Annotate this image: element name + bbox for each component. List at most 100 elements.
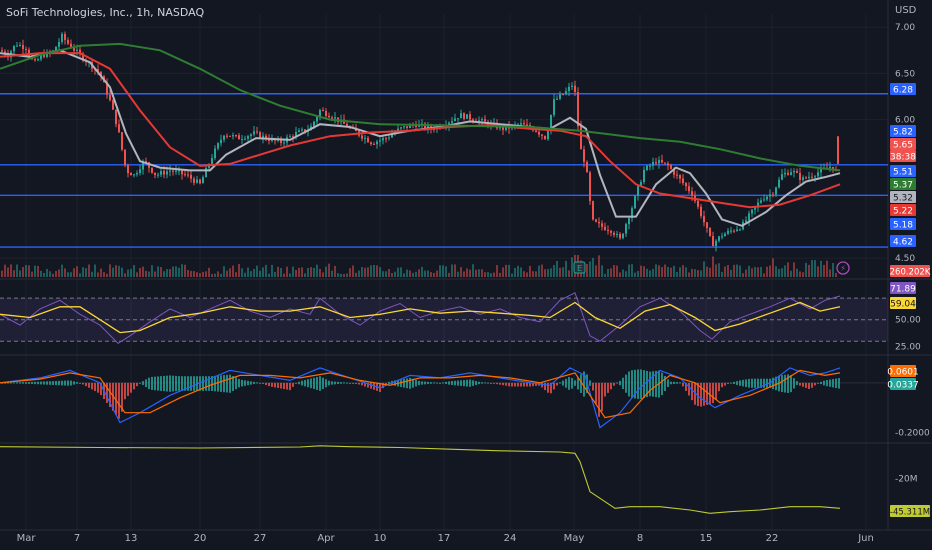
candle-body [361, 135, 363, 139]
macd-histogram-bar [454, 380, 456, 386]
macd-histogram-bar [412, 378, 414, 388]
macd-histogram-bar [331, 381, 333, 385]
candle-body [541, 134, 543, 136]
macd-histogram-bar [46, 381, 48, 385]
volume-label: 260.202K [890, 268, 931, 278]
rsi-value-label-bg [890, 282, 916, 294]
macd-histogram-bar [784, 374, 786, 393]
macd-histogram-bar [571, 378, 573, 389]
macd-histogram-bar [211, 376, 213, 391]
candle-body [631, 208, 633, 219]
volume-bar [376, 265, 378, 277]
volume-bar [613, 265, 615, 277]
volume-bar [58, 269, 60, 277]
macd-histogram-bar [142, 381, 144, 385]
candle-body [346, 123, 348, 128]
macd-histogram-bar [673, 381, 675, 384]
chart-title: SoFi Technologies, Inc., 1h, NASDAQ [6, 6, 205, 19]
volume-bar [46, 268, 48, 277]
macd-histogram-bar [607, 382, 609, 393]
candle-body [829, 166, 831, 169]
candle-body [46, 51, 48, 57]
macd-histogram-bar [805, 382, 807, 388]
candle-body [253, 131, 255, 135]
candle-body [232, 135, 234, 137]
macd-histogram-bar [28, 381, 30, 384]
candle-body [562, 94, 564, 96]
volume-bar [13, 270, 15, 277]
volume-bar [682, 265, 684, 277]
macd-histogram-bar [715, 382, 717, 400]
candle-body [73, 48, 75, 51]
macd-histogram-bar [58, 380, 60, 386]
macd-histogram-bar [223, 375, 225, 393]
candle-body [643, 169, 645, 183]
candle-body [379, 140, 381, 142]
candle-body [454, 118, 456, 122]
macd-histogram-bar [796, 381, 798, 385]
macd-histogram-bar [823, 380, 825, 386]
candle-body [784, 172, 786, 175]
macd-histogram-bar [718, 382, 720, 392]
macd-histogram-bar [241, 379, 243, 387]
candle-body [142, 161, 144, 170]
candle-body [610, 230, 612, 233]
candle-body [820, 168, 822, 173]
macd-histogram-bar [790, 375, 792, 393]
volume-bar [232, 265, 234, 277]
macd-histogram-bar [775, 376, 777, 391]
macd-histogram-bar [169, 375, 171, 392]
volume-bar [52, 273, 54, 277]
volume-bar [130, 268, 132, 277]
volume-bar [496, 265, 498, 277]
volume-bar [136, 272, 138, 277]
volume-bar [16, 264, 18, 277]
volume-bar [646, 268, 648, 277]
candle-body [238, 135, 240, 140]
volume-bar [634, 272, 636, 277]
macd-histogram-bar [634, 369, 636, 399]
macd-histogram-bar [160, 376, 162, 391]
candle-body [718, 236, 720, 241]
macd-histogram-bar [631, 370, 633, 399]
volume-bar [721, 271, 723, 277]
volume-bar [568, 270, 570, 277]
macd-histogram-bar [646, 370, 648, 398]
candle-body [553, 99, 555, 115]
volume-bar [817, 266, 819, 277]
candle-body [574, 85, 576, 93]
volume-bar [325, 266, 327, 277]
rsi-ma-value-label: 59.04 [890, 300, 916, 310]
volume-bar [523, 271, 525, 277]
volume-bar [421, 266, 423, 277]
volume-bar [214, 273, 216, 277]
price-label-level-bg [890, 235, 916, 247]
candle-body [292, 136, 294, 138]
earnings-marker [573, 261, 586, 274]
volume-bar [778, 268, 780, 277]
candle-body [613, 232, 615, 235]
macd-histogram-bar [388, 381, 390, 385]
volume-bar [253, 268, 255, 277]
volume-bar [286, 266, 288, 277]
volume-bar [277, 266, 279, 277]
macd-histogram-bar [283, 382, 285, 390]
volume-bar [760, 266, 762, 277]
price-label-high: 5.82 [893, 128, 913, 138]
macd-histogram-bar [16, 382, 18, 384]
macd-histogram-bar [766, 378, 768, 388]
macd-histogram-bar [511, 382, 513, 387]
macd-histogram-bar [838, 378, 840, 389]
macd-histogram-bar [7, 382, 9, 384]
macd-histogram-bar [19, 382, 21, 384]
candle-body [112, 100, 114, 110]
candle-body [265, 135, 267, 140]
candle-body [178, 170, 180, 172]
macd-histogram-bar [808, 382, 810, 390]
macd-histogram-bar [532, 382, 534, 387]
macd-histogram-bar [733, 381, 735, 385]
macd-histogram-bar [826, 380, 828, 387]
volume-bar [565, 260, 567, 277]
volume-bar [166, 269, 168, 277]
